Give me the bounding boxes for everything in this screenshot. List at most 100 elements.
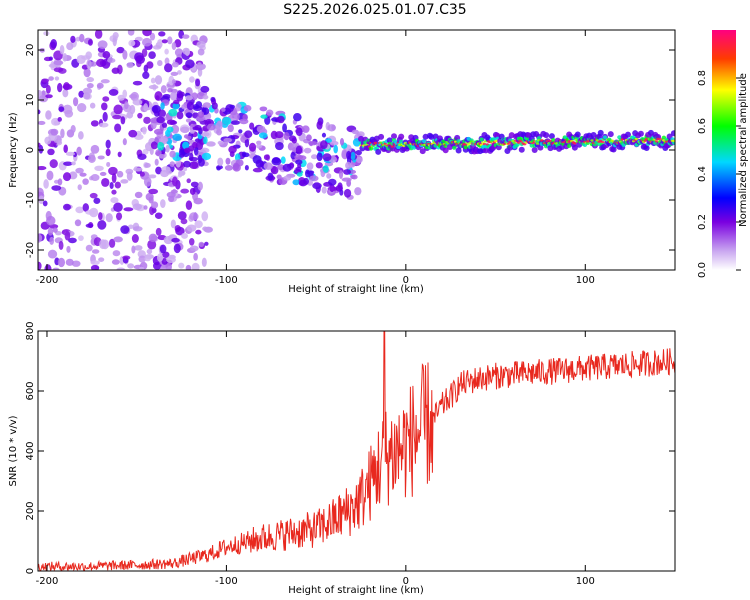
heatmap-cell bbox=[47, 227, 54, 236]
heatmap-cell bbox=[204, 241, 209, 246]
heatmap-cell bbox=[303, 147, 312, 154]
heatmap-cell bbox=[180, 218, 188, 225]
heatmap-cell bbox=[244, 165, 249, 171]
heatmap-cell bbox=[566, 143, 572, 148]
heatmap-cell bbox=[156, 253, 164, 262]
heatmap-cell bbox=[277, 164, 285, 171]
bottom-y-tick-label: 400 bbox=[25, 441, 36, 460]
bottom-x-tick-label: 0 bbox=[403, 576, 409, 587]
heatmap-cell bbox=[327, 124, 337, 132]
heatmap-cell bbox=[518, 146, 525, 153]
heatmap-cell bbox=[154, 91, 163, 101]
heatmap-cell bbox=[198, 127, 203, 135]
heatmap-cell bbox=[189, 129, 195, 134]
heatmap-cell bbox=[386, 137, 393, 144]
heatmap-cell bbox=[230, 120, 241, 125]
heatmap-cell bbox=[590, 139, 594, 142]
heatmap-cell bbox=[574, 131, 581, 138]
heatmap-cell bbox=[298, 179, 308, 187]
heatmap-cell bbox=[203, 136, 208, 145]
heatmap-cell bbox=[177, 211, 187, 221]
heatmap-cell bbox=[292, 147, 297, 154]
colorbar-gradient bbox=[712, 30, 736, 270]
heatmap-cell bbox=[174, 48, 184, 57]
heatmap-cell bbox=[102, 111, 108, 122]
heatmap-cell bbox=[137, 112, 143, 119]
heatmap-cell bbox=[419, 148, 426, 155]
heatmap-cell bbox=[112, 114, 122, 120]
top-y-tick-label: 20 bbox=[25, 44, 36, 57]
heatmap-cell bbox=[79, 172, 87, 177]
heatmap-cell bbox=[229, 104, 235, 109]
heatmap-cell bbox=[150, 77, 156, 84]
heatmap-cell bbox=[255, 159, 264, 168]
heatmap-cell bbox=[624, 131, 631, 138]
heatmap-cell bbox=[77, 103, 87, 113]
heatmap-cell bbox=[77, 184, 82, 191]
heatmap-cell bbox=[398, 133, 405, 140]
heatmap-cell bbox=[341, 149, 348, 157]
heatmap-cell bbox=[90, 260, 100, 266]
heatmap-cell bbox=[110, 197, 119, 204]
heatmap-cell bbox=[192, 104, 200, 110]
heatmap-cell bbox=[171, 61, 179, 68]
bottom-y-tick-label: 200 bbox=[25, 501, 36, 520]
heatmap-cell bbox=[71, 161, 76, 166]
heatmap-cell bbox=[270, 130, 278, 140]
heatmap-cell bbox=[263, 154, 270, 161]
snr-series-line bbox=[38, 331, 675, 571]
heatmap-cell bbox=[182, 47, 190, 55]
heatmap-cell bbox=[189, 152, 194, 162]
heatmap-cell bbox=[159, 265, 167, 270]
heatmap-cell bbox=[173, 243, 181, 254]
heatmap-cell bbox=[455, 147, 462, 154]
heatmap-cell bbox=[283, 132, 290, 141]
heatmap-cell bbox=[98, 257, 105, 262]
heatmap-cell bbox=[116, 46, 125, 54]
heatmap-cell bbox=[672, 139, 675, 143]
heatmap-cell bbox=[63, 203, 71, 211]
heatmap-cell bbox=[150, 141, 159, 150]
heatmap-cell bbox=[134, 191, 143, 199]
heatmap-cell bbox=[45, 94, 53, 99]
heatmap-cell bbox=[159, 137, 169, 143]
chart-title: S225.2026.025.01.07.C35 bbox=[283, 2, 467, 18]
heatmap-cell bbox=[185, 59, 195, 69]
heatmap-cell bbox=[105, 148, 111, 157]
heatmap-cell bbox=[670, 130, 675, 137]
heatmap-cell bbox=[292, 179, 300, 186]
heatmap-cell bbox=[96, 82, 104, 89]
heatmap-cell bbox=[452, 145, 457, 150]
heatmap-cell bbox=[108, 166, 118, 176]
heatmap-cell bbox=[161, 39, 168, 44]
heatmap-cell bbox=[108, 238, 116, 248]
heatmap-cell bbox=[91, 249, 100, 254]
heatmap-cell bbox=[148, 174, 157, 179]
heatmap-cell bbox=[157, 60, 163, 67]
heatmap-cell bbox=[169, 150, 176, 158]
heatmap-cell bbox=[244, 130, 253, 138]
heatmap-cell bbox=[391, 133, 398, 140]
heatmap-cell bbox=[306, 134, 312, 142]
heatmap-cell bbox=[101, 102, 108, 111]
top-x-tick-label: 0 bbox=[403, 275, 409, 286]
heatmap-cell bbox=[258, 132, 268, 139]
heatmap-cell bbox=[634, 137, 639, 141]
heatmap-cell bbox=[154, 75, 163, 85]
heatmap-cell bbox=[155, 166, 162, 175]
colorbar-tick-label: 0.4 bbox=[697, 166, 708, 182]
heatmap-cell bbox=[76, 54, 86, 64]
heatmap-cell bbox=[283, 175, 292, 181]
heatmap-cell bbox=[38, 109, 41, 115]
colorbar-label: Normalized spectral amplitude bbox=[738, 73, 749, 227]
heatmap-cell bbox=[351, 129, 359, 135]
heatmap-cell bbox=[82, 178, 89, 185]
heatmap-cell bbox=[86, 59, 92, 70]
heatmap-cell bbox=[315, 162, 323, 169]
heatmap-cell bbox=[158, 153, 166, 159]
heatmap-cell bbox=[198, 241, 205, 247]
heatmap-cell bbox=[260, 114, 268, 119]
heatmap-cell bbox=[201, 152, 212, 161]
heatmap-cell bbox=[51, 185, 62, 191]
heatmap-cell bbox=[343, 188, 352, 198]
